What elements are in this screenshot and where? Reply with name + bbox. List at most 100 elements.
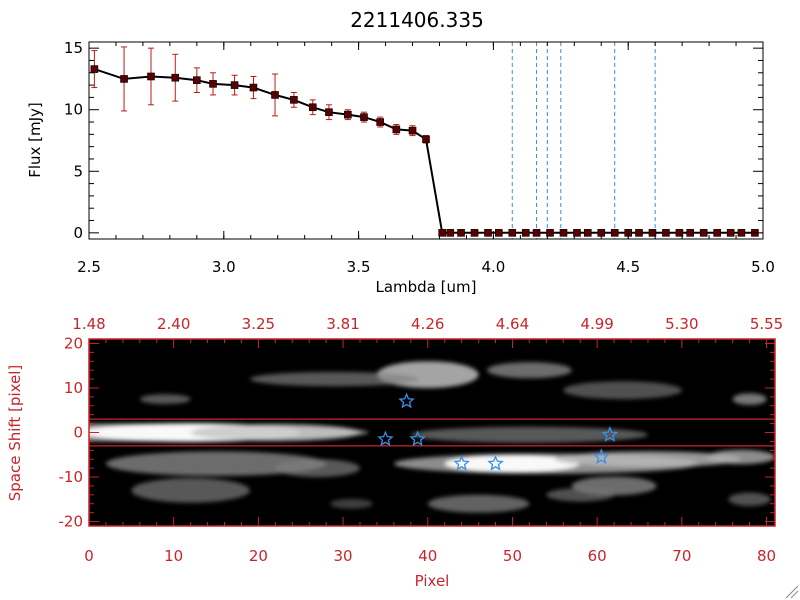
x-tick-label: 40 xyxy=(418,547,437,565)
y-tick-label: 0 xyxy=(73,224,83,242)
star-marker xyxy=(601,425,619,442)
x-tick-label: 5.0 xyxy=(751,258,775,276)
data-point xyxy=(521,229,530,237)
top-tick-label: 4.64 xyxy=(496,315,529,333)
x-tick-label: 50 xyxy=(503,547,522,565)
y-tick-label: -10 xyxy=(59,468,84,486)
y-tick-label: 15 xyxy=(64,39,83,57)
emission-blob xyxy=(275,459,361,478)
x-tick-label: 70 xyxy=(672,547,691,565)
star-marker xyxy=(593,448,610,465)
slit-lines xyxy=(89,418,775,447)
emission-blob xyxy=(410,426,648,443)
y-tick-label: 5 xyxy=(73,162,83,180)
emission-blob xyxy=(444,454,581,473)
y-tick-label: 0 xyxy=(73,424,83,442)
y-axis-label: Flux [mJy] xyxy=(26,102,44,178)
data-point xyxy=(344,110,352,119)
data-point xyxy=(249,83,258,92)
emission-blob xyxy=(487,362,572,379)
data-point xyxy=(90,65,99,73)
data-point xyxy=(422,135,430,144)
star-marker xyxy=(377,430,394,447)
x-tick-label: 3.5 xyxy=(347,258,371,276)
top-tick-label: 3.25 xyxy=(242,315,275,333)
x-tick-label: 60 xyxy=(588,547,607,565)
image-x-axis-label: Pixel xyxy=(415,572,450,590)
data-point xyxy=(230,81,239,89)
star-marker xyxy=(409,430,426,447)
data-point xyxy=(675,229,684,237)
emission-blob xyxy=(190,424,361,441)
x-tick-label: 80 xyxy=(757,547,776,565)
data-point xyxy=(392,125,401,134)
data-point xyxy=(470,229,479,237)
data-point xyxy=(635,229,643,237)
emission-blob xyxy=(728,492,771,506)
image-ticks: 0 1.48 10 2.40 20 3.25 30 3.81 40 4.26 50 4.64 60 4.9… xyxy=(59,315,784,565)
data-point xyxy=(308,103,317,112)
top-tick-label: 2.40 xyxy=(157,315,190,333)
data-point xyxy=(290,96,298,104)
data-point xyxy=(737,229,746,237)
data-point xyxy=(325,108,333,116)
data-point xyxy=(147,72,155,81)
star-marker xyxy=(398,392,415,409)
x-tick-label: 30 xyxy=(334,547,353,565)
x-tick-label: 10 xyxy=(164,547,183,565)
emission-blob xyxy=(427,494,530,513)
x-tick-label: 20 xyxy=(249,547,268,565)
data-point xyxy=(713,229,721,237)
x-tick-label: 3.0 xyxy=(212,258,236,276)
line-markers xyxy=(377,392,619,471)
data-point xyxy=(532,229,541,237)
image-panel: 0 1.48 10 2.40 20 3.25 30 3.81 40 4.26 50 4.64 60 4.9… xyxy=(6,315,784,590)
image-y-axis-label: Space Shift [pixel] xyxy=(6,365,24,502)
emission-blob xyxy=(707,449,775,465)
data-point xyxy=(546,229,554,237)
y-tick-label: 10 xyxy=(64,101,83,119)
data-point xyxy=(662,229,670,237)
top-tick-label: 1.48 xyxy=(72,315,105,333)
top-tick-label: 4.26 xyxy=(411,315,444,333)
emission-blob xyxy=(563,381,682,400)
data-point xyxy=(699,229,708,237)
data-point xyxy=(271,91,279,99)
data-point xyxy=(446,229,455,237)
chart-title: 2211406.335 xyxy=(350,8,484,32)
spectrum-ticks: 2.5 3.0 3.5 4.0 4.5 5.0 0 5 10 15 xyxy=(64,39,775,276)
spectrum-frame xyxy=(88,41,764,240)
top-tick-label: 4.99 xyxy=(580,315,613,333)
spectrum-image xyxy=(89,361,775,513)
x-tick-label: 4.0 xyxy=(481,258,505,276)
data-point xyxy=(438,229,446,237)
emission-blob xyxy=(546,488,615,502)
data-point xyxy=(583,229,592,237)
top-tick-label: 5.30 xyxy=(665,315,698,333)
data-point xyxy=(686,229,695,237)
x-tick-label: 2.5 xyxy=(77,258,101,276)
emission-blob xyxy=(330,498,373,509)
reference-lines xyxy=(444,42,763,239)
data-markers xyxy=(90,65,759,237)
resize-grip[interactable] xyxy=(785,585,799,599)
data-point xyxy=(494,229,503,237)
star-marker xyxy=(453,455,470,471)
data-point xyxy=(508,229,517,237)
y-tick-label: 20 xyxy=(64,334,83,352)
x-tick-label: 4.5 xyxy=(616,258,640,276)
data-point xyxy=(376,118,384,126)
data-point xyxy=(559,229,568,237)
emission-blob xyxy=(249,371,420,387)
spectrum-panel: 2.5 3.0 3.5 4.0 4.5 5.0 0 5 10 15 Lambda [um] Flu… xyxy=(26,39,775,296)
flux-line xyxy=(94,68,755,234)
data-point xyxy=(457,229,465,237)
emission-blob xyxy=(732,393,767,405)
top-tick-label: 3.81 xyxy=(326,315,359,333)
emission-blob xyxy=(554,451,742,468)
data-point xyxy=(209,80,217,88)
x-axis-label: Lambda [um] xyxy=(376,278,477,296)
data-point xyxy=(573,229,581,237)
data-point xyxy=(726,229,735,237)
